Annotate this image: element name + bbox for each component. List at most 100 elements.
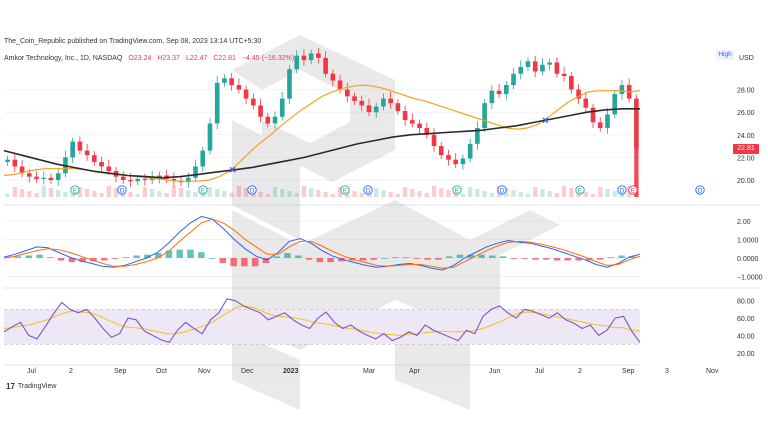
macd-histogram-bar [57, 258, 65, 261]
price-candle-body [279, 98, 285, 117]
macd-tick-label: 1.0000 [737, 238, 759, 245]
macd-histogram-bar [392, 257, 399, 258]
high-badge[interactable]: High [716, 50, 734, 60]
price-candle-body [424, 128, 430, 135]
volume-bar [453, 192, 458, 197]
price-candle-body [157, 175, 162, 178]
volume-bar [272, 187, 278, 197]
macd-histogram-bar [510, 258, 518, 259]
x-axis-ticks: Jul 2 Sep Oct Nov Dec 2023 Mar Apr Jun Jul 2 Sep 3 Nov [27, 368, 719, 375]
volume-bar [258, 192, 263, 197]
price-candle-body [373, 106, 379, 113]
x-tick-label: Oct [156, 368, 167, 375]
price-candle-body [316, 53, 321, 58]
macd-histogram-bar [295, 255, 302, 258]
price-candle-body [251, 98, 256, 106]
last-price-badge: 22.81 [733, 144, 759, 154]
macd-histogram-bar [316, 258, 324, 263]
macd-histogram-bar [284, 253, 291, 258]
dividend-marker [117, 185, 127, 195]
price-candle-body [207, 123, 213, 151]
earnings-past-marker-label: E [343, 188, 348, 195]
price-candle-body [330, 73, 336, 81]
volume-bar [186, 190, 191, 197]
volume-bar [330, 194, 336, 197]
price-candle-body [547, 62, 552, 65]
x-tick-label: Sep [114, 368, 127, 375]
macd-histogram-bar [618, 255, 625, 258]
volume-bar [583, 192, 588, 197]
macd-histogram-bar [532, 258, 539, 260]
price-candle-body [417, 123, 422, 129]
volume-bar [92, 191, 97, 197]
volume-bar [243, 188, 249, 197]
earnings-past-marker-label: E [73, 188, 78, 195]
price-tick-label: 22.00 [737, 155, 755, 162]
price-candle-body [19, 166, 25, 174]
macd-histogram-bar [47, 257, 54, 258]
price-candle-body [540, 64, 545, 72]
symbol-name[interactable]: Amkor Technology, Inc., 1D, NASDAQ [4, 55, 123, 62]
volume-bar [171, 186, 177, 197]
price-candle-body [511, 73, 516, 86]
price-candle-body [352, 96, 357, 101]
price-tick-label: 24.00 [737, 133, 755, 140]
dividend-marker [247, 185, 257, 195]
macd-histogram-bar [25, 255, 33, 258]
x-tick-label: Jul [27, 368, 36, 375]
price-candle-body [453, 159, 459, 165]
price-candle-body [243, 89, 249, 99]
volume-bar [301, 186, 307, 197]
volume-bar [56, 190, 61, 197]
price-candle-body [337, 80, 343, 90]
price-candle-body [605, 114, 610, 129]
volume-bar [207, 187, 213, 197]
volume-bar [128, 192, 133, 197]
volume-bar [337, 187, 343, 197]
price-candle-body [41, 177, 47, 179]
price-candle-body [258, 105, 263, 117]
macd-line [3, 215, 641, 271]
currency-label[interactable]: USD [739, 55, 754, 62]
price-candle-body [496, 90, 502, 95]
volume-bar [359, 193, 364, 197]
price-candle-body [272, 116, 278, 124]
price-candle-body [149, 177, 155, 181]
price-candle-body [222, 78, 227, 83]
volume-bar [157, 191, 162, 197]
rsi-line [3, 298, 641, 344]
price-candle-body [532, 61, 538, 72]
x-tick-label: 2 [69, 368, 73, 375]
macd-histogram-bar [144, 254, 151, 258]
volume-bar [388, 192, 393, 197]
macd-histogram-bar [338, 258, 345, 262]
volume-bar [265, 194, 270, 197]
tradingview-branding[interactable]: 17 TradingView [6, 382, 56, 391]
macd-histogram-bar [305, 258, 313, 260]
price-candle-body [77, 141, 83, 151]
price-candle-body [634, 98, 639, 149]
price-candle-body [128, 180, 133, 182]
price-candle-body [482, 103, 487, 129]
macd-histogram-bar [359, 258, 367, 261]
volume-bar [84, 189, 90, 197]
price-candle-body [525, 61, 531, 67]
volume-bar [63, 192, 68, 197]
volume-bar [547, 191, 552, 197]
price-candle-body [431, 134, 437, 147]
macd-histogram-bar [111, 258, 119, 259]
macd-histogram-bar [607, 257, 615, 258]
rsi-tick-label: 40.00 [737, 333, 755, 340]
volume-bar [634, 148, 639, 197]
macd-histogram-bar [467, 254, 474, 258]
price-candle-body [597, 122, 603, 129]
signal-line [3, 218, 641, 269]
price-candle-body [294, 55, 300, 70]
macd-histogram-bar [445, 256, 453, 258]
symbol-legend[interactable]: Amkor Technology, Inc., 1D, NASDAQ O23.2… [4, 55, 294, 62]
macd-tick-label: 0.0000 [737, 256, 759, 263]
volume-bar [540, 189, 545, 197]
price-candle-body [438, 146, 444, 156]
volume-bar [460, 194, 466, 197]
